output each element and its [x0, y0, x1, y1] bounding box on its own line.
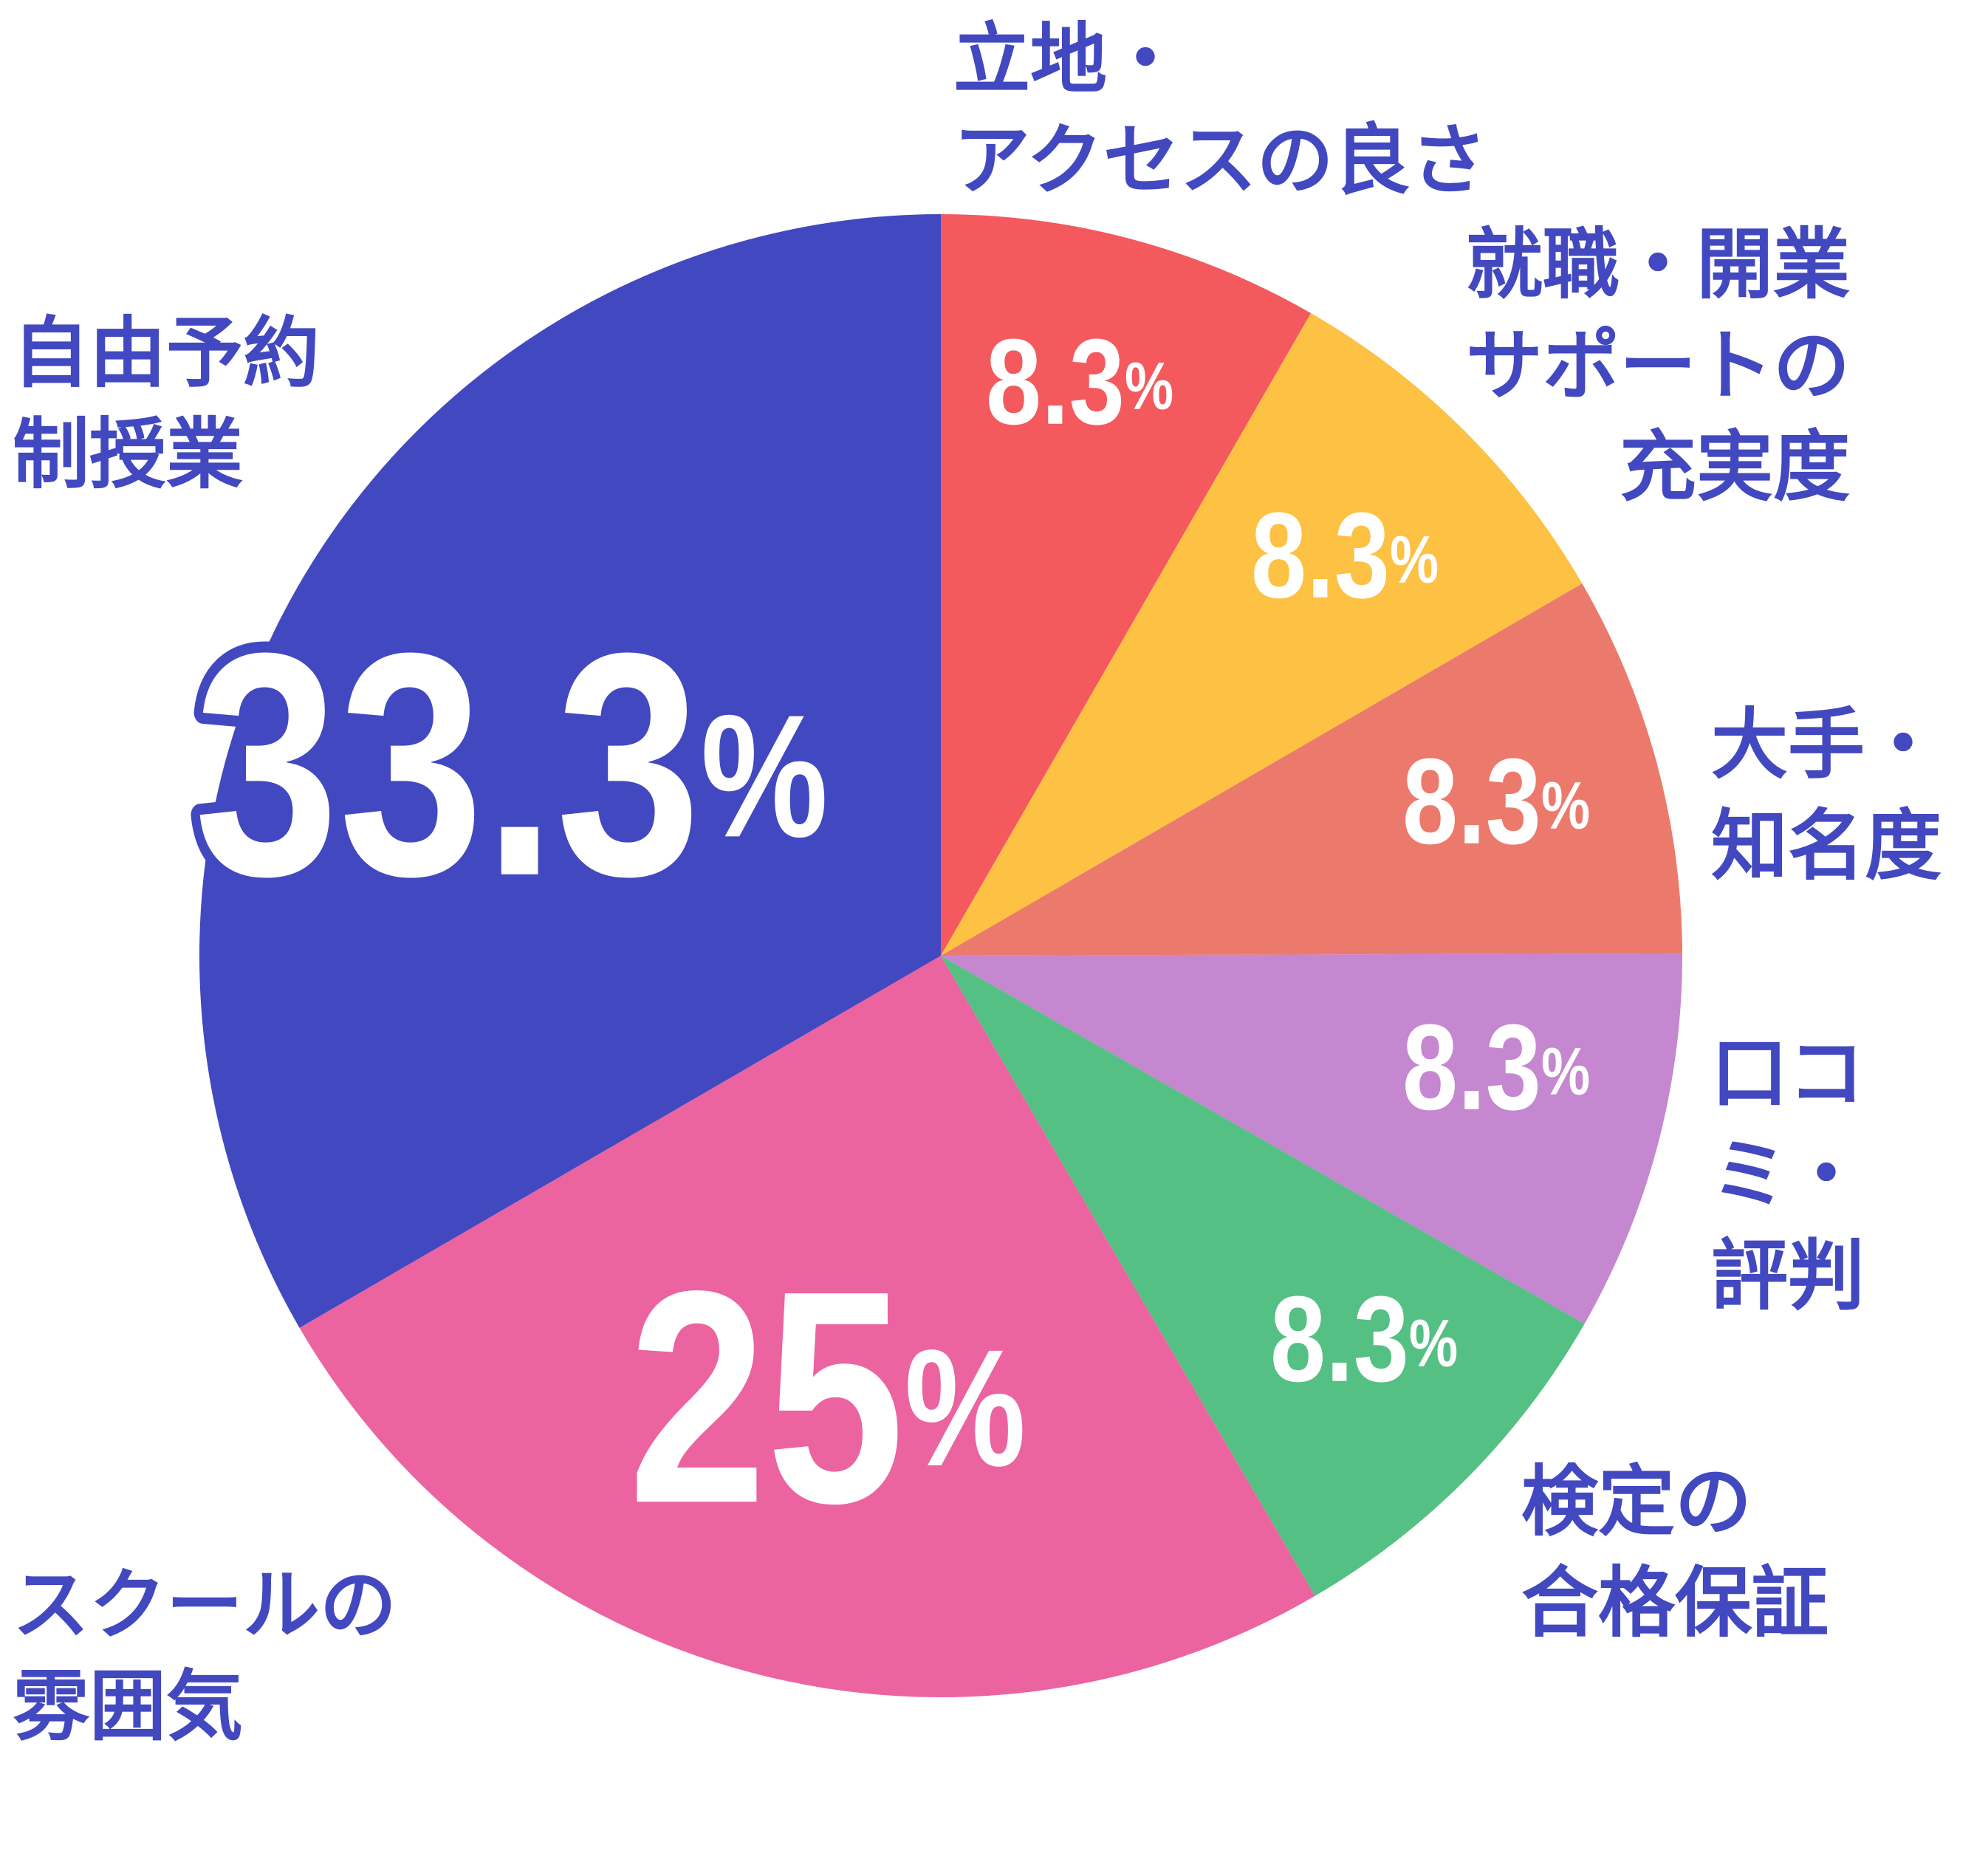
- pie-slice: [941, 953, 1682, 1324]
- pie-slice: [941, 956, 1585, 1596]
- category-label: スクールの 雰囲気: [13, 1560, 397, 1751]
- category-label: 立地・ アクセスの良さ: [953, 14, 1487, 205]
- pie-slice: [941, 312, 1583, 956]
- value-label: 8.3%: [1402, 999, 1590, 1135]
- category-label: 自由予約 制授業: [13, 308, 321, 499]
- value-label: 8.3%: [986, 313, 1173, 450]
- pie-slice: [299, 956, 1315, 1697]
- value-label: 25%: [628, 1229, 1026, 1567]
- pie-slice: [941, 214, 1312, 956]
- category-label: 口コミ・ 評判: [1711, 1028, 1865, 1321]
- value-label: 8.3%: [1402, 733, 1590, 869]
- pie-slice: [941, 583, 1682, 956]
- value-label: 8.3%: [1251, 487, 1439, 623]
- category-label: 大手・ 知名度: [1711, 699, 1942, 891]
- category-label: 就職・開業 サポートの 充実度: [1465, 219, 1850, 512]
- value-label: 8.3%: [1270, 1270, 1458, 1407]
- value-label: 33.3%: [194, 587, 829, 942]
- category-label: 検定の 合格保証: [1521, 1456, 1829, 1648]
- pie-slice: [199, 214, 941, 1328]
